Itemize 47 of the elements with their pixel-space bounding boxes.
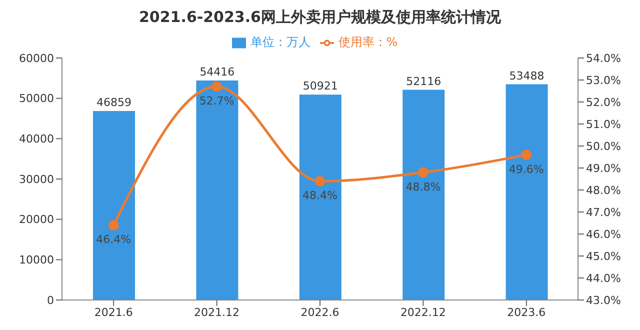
data-label: 48.8%: [406, 180, 441, 194]
data-label: 48.4%: [302, 189, 338, 202]
y2-tick-label: 54.0%: [586, 52, 621, 65]
bar: [402, 90, 445, 300]
y-tick-label: 40000: [19, 132, 54, 146]
point: [521, 150, 532, 160]
bar: [299, 94, 342, 300]
y-tick-label: 50000: [19, 92, 54, 106]
bar: [93, 111, 135, 300]
point: [108, 220, 119, 230]
bar: [196, 80, 238, 300]
x-tick-label: 2023.6: [507, 306, 546, 319]
data-label: 53488: [509, 69, 544, 82]
y-tick-label: 10000: [19, 254, 54, 267]
x-tick-label: 2021.6: [94, 306, 133, 319]
y2-tick-label: 44.0%: [586, 272, 621, 285]
x-tick-label: 2022.12: [400, 306, 446, 319]
legend-label: 单位：万人: [250, 35, 310, 49]
data-label: 52.7%: [199, 94, 234, 108]
y-tick-label: 20000: [19, 213, 54, 226]
x-tick-label: 2021.12: [194, 306, 240, 319]
point: [212, 81, 222, 92]
y-tick-label: 0: [47, 294, 54, 307]
y2-tick-label: 48.0%: [586, 184, 621, 197]
point: [314, 176, 326, 186]
y2-tick-label: 45.0%: [586, 250, 621, 263]
data-label: 52116: [406, 74, 442, 88]
y-tick-label: 30000: [19, 172, 54, 186]
bar: [506, 84, 548, 300]
data-label: 50921: [302, 80, 338, 93]
y2-tick-label: 51.0%: [586, 118, 621, 131]
data-label: 54416: [200, 66, 235, 79]
x-tick-label: 2022.6: [300, 306, 340, 319]
y2-tick-label: 46.0%: [586, 228, 621, 241]
data-label: 46.4%: [96, 233, 132, 246]
y2-tick-label: 52.0%: [586, 96, 621, 109]
legend-label: 使用率：%: [338, 35, 398, 49]
y2-tick-label: 47.0%: [586, 206, 621, 219]
y2-tick-label: 43.0%: [586, 294, 621, 307]
data-label: 46859: [96, 96, 132, 109]
y-tick-label: 60000: [19, 52, 54, 65]
y2-tick-label: 50.0%: [586, 140, 621, 153]
chart-title: 2021.6-2023.6网上外卖用户规模及使用率统计情况: [138, 8, 502, 28]
point: [418, 167, 428, 178]
data-label: 49.6%: [508, 162, 544, 176]
y2-tick-label: 53.0%: [586, 74, 621, 87]
y2-tick-label: 49.0%: [586, 162, 621, 175]
